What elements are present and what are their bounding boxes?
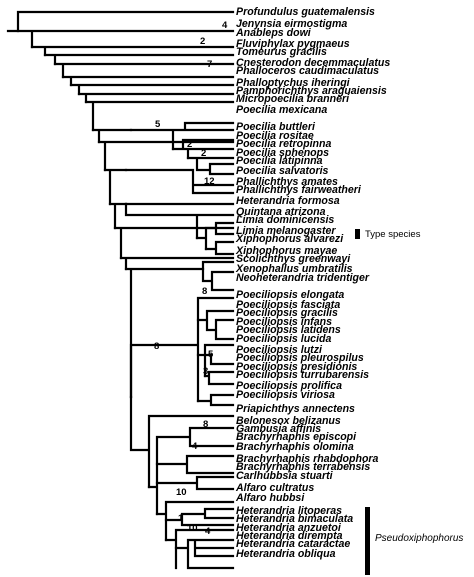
taxon-label: Poeciliopsis viriosa [236, 389, 335, 401]
taxon-label: Micropoecilia branneri [236, 93, 350, 105]
taxon-label: Limia dominicensis [236, 214, 334, 226]
support-value: 2 [187, 139, 192, 150]
taxon-label: Phalloptychus iheringi [236, 77, 351, 89]
taxon-label: Xiphophorus alvarezi [235, 233, 344, 245]
taxon-label: Brachyrhaphis olomina [236, 441, 354, 453]
taxon-label: Alfaro hubbsi [235, 492, 305, 504]
taxon-label: Jenynsia eirmostigma [236, 18, 347, 30]
taxon-label: Poeciliopsis lutzi [236, 344, 323, 356]
taxon-label: Profundulus guatemalensis [236, 6, 375, 18]
taxon-label: Quintana atrizona [236, 206, 326, 218]
support-value: 10 [176, 487, 187, 498]
taxon-label: Phallichthys amates [236, 176, 338, 188]
taxon-label: Poeciliopsis latidens [236, 324, 341, 336]
taxon-label: Limia melanogaster [236, 225, 336, 237]
taxon-label: Heterandria bimaculata [236, 513, 353, 525]
taxon-label: Anableps dowi [235, 27, 312, 39]
taxon-label: Heterandria litoperas [236, 505, 342, 517]
pseudoxiphophorus-label: Pseudoxiphophorus [375, 533, 463, 544]
tree-branches [6, 10, 235, 570]
taxon-label: Priapichthys annectens [236, 403, 355, 415]
taxon-label: Poecilia retropinna [236, 138, 331, 150]
taxon-label: Xenophallus umbratilis [235, 263, 353, 275]
support-value: 5 [208, 349, 214, 360]
support-value: 8 [154, 341, 159, 352]
support-value: 10 [187, 523, 198, 534]
type-species-marker [355, 229, 360, 239]
taxon-label: Poecilia salvatoris [236, 165, 329, 177]
type-species-label: Type species [365, 229, 421, 240]
taxon-label: Phalloceros caudimaculatus [236, 65, 379, 77]
taxon-label: Poeciliopsis pleurospilus [236, 352, 364, 364]
taxon-label: Phallichthys fairweatheri [236, 184, 362, 196]
taxon-label: Poecilia mexicana [236, 104, 327, 116]
support-value: 4 [222, 20, 228, 31]
taxon-label: Heterandria obliqua [236, 548, 336, 560]
taxon-label: Xiphophorus mayae [235, 245, 337, 257]
taxon-label: Heterandria formosa [236, 195, 340, 207]
pseudoxiphophorus-bar [365, 507, 370, 575]
taxon-label: Brachyrhaphis episcopi [236, 431, 357, 443]
taxon-label: Poeciliopsis presidionis [236, 361, 357, 373]
taxon-label: Poeciliopsis elongata [236, 289, 344, 301]
taxon-label: Fluviphylax pygmaeus [236, 38, 350, 50]
taxon-label: Tomeurus gracilis [236, 46, 327, 58]
taxon-label: Heterandria anzuetoi [236, 522, 342, 534]
taxon-label: Pamphorichthys araguaiensis [236, 85, 387, 97]
support-value: 3 [203, 366, 208, 377]
taxon-label: Poecilia buttleri [236, 121, 316, 133]
taxon-label: Brachyrhaphis terrabensis [236, 461, 370, 473]
support-value: 4 [205, 526, 211, 537]
taxon-label: Poeciliopsis infans [236, 316, 332, 328]
support-value: 8 [203, 419, 208, 430]
taxon-label: Heterandria dirempta [236, 530, 343, 542]
taxon-label: Alfaro cultratus [235, 482, 314, 494]
support-value: 5 [155, 119, 161, 130]
taxon-label: Brachyrhaphis rhabdophora [236, 453, 379, 465]
taxon-label: Poeciliopsis fasciata [236, 299, 340, 311]
taxon-label: Cnesterodon decemmaculatus [236, 57, 390, 69]
taxon-label: Belonesox belizanus [236, 415, 341, 427]
support-value: 8 [202, 286, 207, 297]
support-value: 7 [207, 59, 212, 70]
support-value: 4 [192, 441, 198, 452]
taxon-label: Carlhubbsia stuarti [236, 470, 334, 482]
taxon-label: Poeciliopsis lucida [236, 333, 331, 345]
support-value: 1 [178, 513, 184, 524]
support-value: 2 [201, 148, 206, 159]
taxon-label: Poecilia rositae [236, 130, 314, 142]
taxon-label: Scolichthys greenwayi [236, 253, 351, 265]
support-value: 2 [200, 36, 205, 47]
taxon-label: Poecilia sphenops [236, 147, 329, 159]
taxon-label: Gambusia affinis [236, 423, 321, 435]
taxon-label: Neoheterandria tridentiger [236, 272, 370, 284]
support-value: 12 [204, 176, 215, 187]
taxon-label: Poecilia latipinna [236, 155, 323, 167]
taxon-label: Poeciliopsis turrubarensis [236, 369, 369, 381]
taxon-label: Poeciliopsis gracilis [236, 307, 338, 319]
taxon-label: Heterandria cataractae [236, 538, 350, 550]
taxon-label: Poeciliopsis prolifica [236, 380, 342, 392]
